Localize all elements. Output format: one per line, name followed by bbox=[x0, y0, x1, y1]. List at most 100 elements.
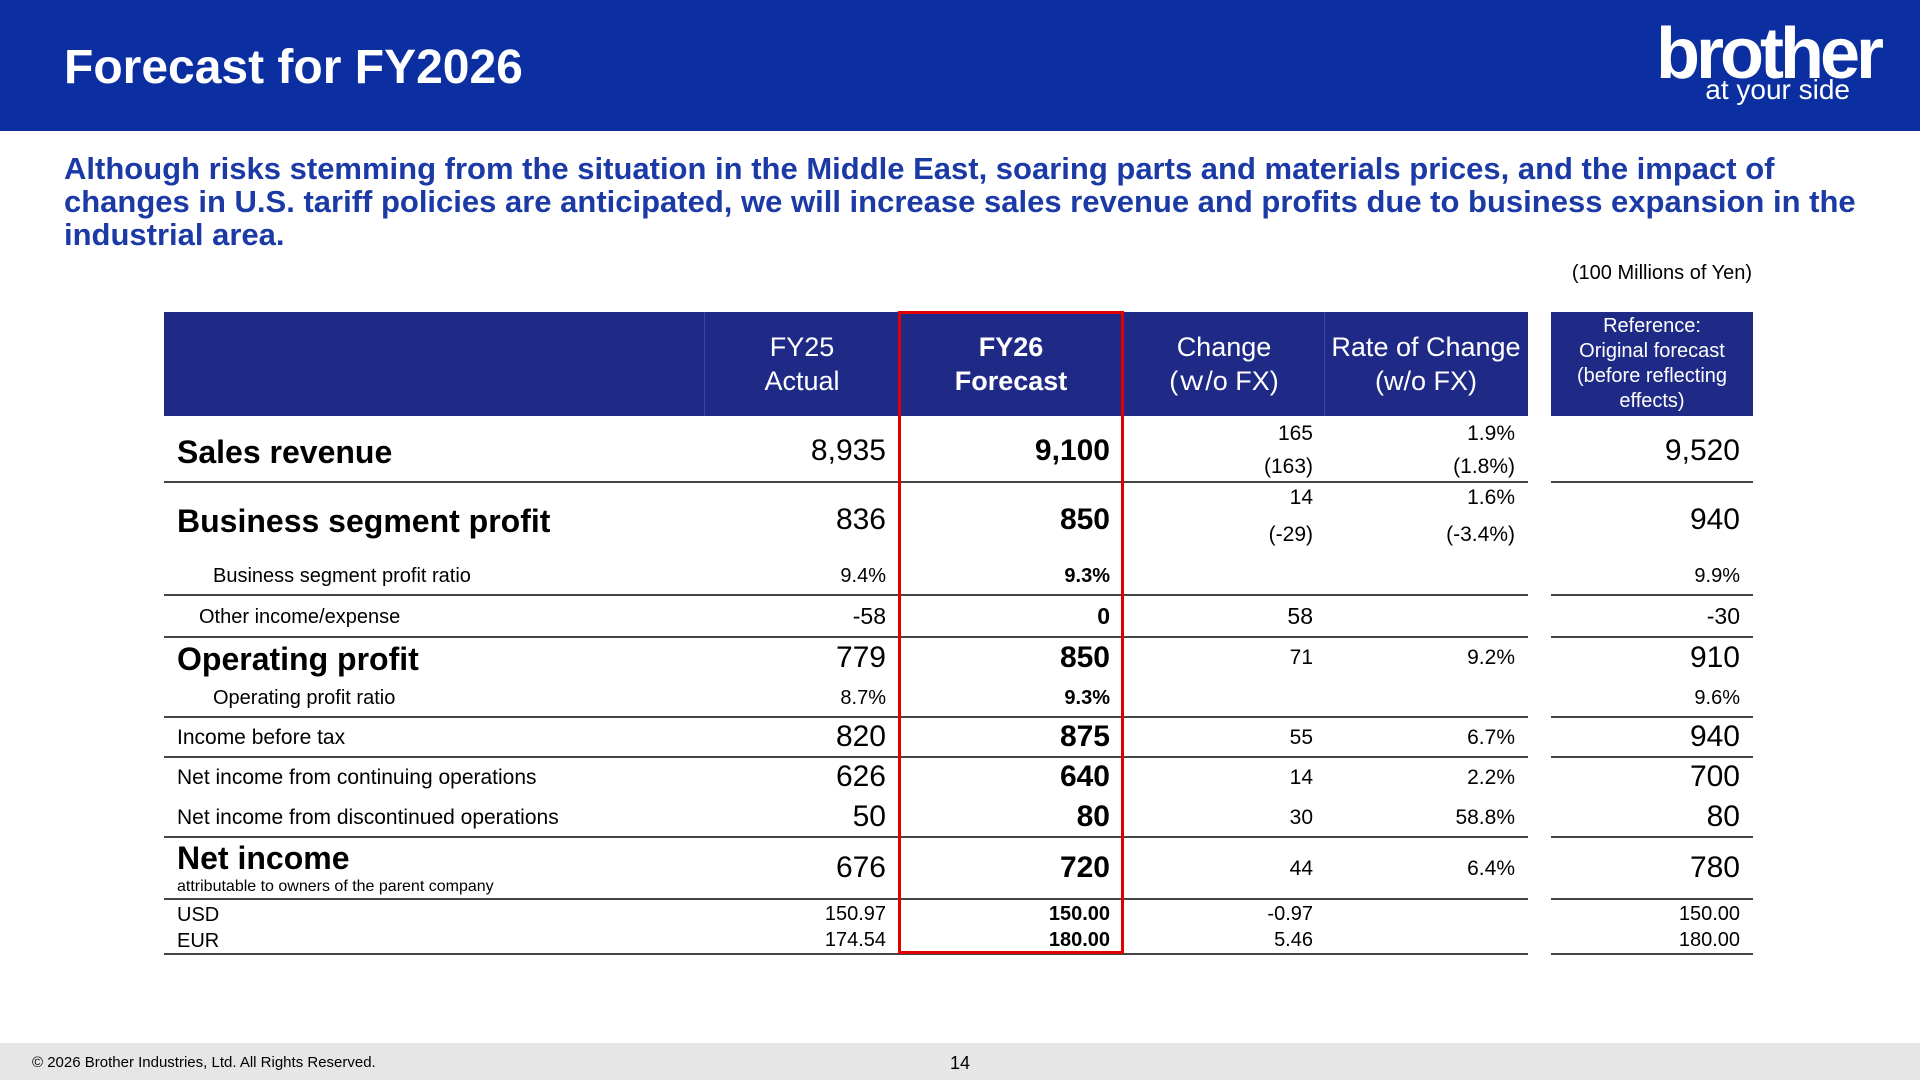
row-divider bbox=[1551, 756, 1753, 758]
other-income-fy26: 0 bbox=[1097, 603, 1110, 629]
row-label-operating-ratio: Operating profit ratio bbox=[213, 687, 396, 709]
sales-revenue-rate-alt: (1.8%) bbox=[1453, 455, 1515, 478]
operating-ratio-reference: 9.6% bbox=[1694, 687, 1740, 709]
other-income-fy25: -58 bbox=[852, 603, 886, 629]
eur-fy26: 180.00 bbox=[1048, 929, 1110, 951]
brother-logo: brother at your side bbox=[1650, 18, 1890, 118]
col-header-fy26-line1: FY26 bbox=[978, 332, 1044, 362]
net-discontinued-fy26: 80 bbox=[1076, 800, 1110, 833]
unit-note: (100 Millions of Yen) bbox=[1571, 262, 1752, 284]
usd-change: -0.97 bbox=[1267, 903, 1313, 925]
sales-revenue-reference: 9,520 bbox=[1664, 434, 1740, 467]
sales-revenue-fy25: 8,935 bbox=[810, 434, 886, 467]
income-before-tax-change: 55 bbox=[1289, 726, 1313, 749]
row-divider bbox=[164, 836, 1528, 838]
income-before-tax-rate: 6.7% bbox=[1467, 726, 1515, 749]
income-before-tax-fy25: 820 bbox=[835, 720, 886, 753]
header-divider bbox=[1324, 312, 1325, 416]
row-label-net-income: Net income bbox=[177, 840, 350, 876]
col-header-change-line2: (ｗ/o FX) bbox=[1169, 366, 1279, 396]
other-income-change: 58 bbox=[1287, 603, 1313, 629]
operating-profit-change: 71 bbox=[1289, 646, 1313, 669]
operating-profit-fy25: 779 bbox=[835, 641, 886, 674]
row-divider bbox=[1551, 481, 1753, 483]
copyright-text: © 2026 Brother Industries, Ltd. All Righ… bbox=[32, 1054, 376, 1071]
row-label-usd: USD bbox=[177, 904, 220, 926]
net-income-reference: 780 bbox=[1689, 851, 1740, 884]
sales-revenue-fy26: 9,100 bbox=[1034, 434, 1110, 467]
eur-fy25: 174.54 bbox=[824, 929, 886, 951]
eur-reference: 180.00 bbox=[1678, 929, 1740, 951]
operating-profit-fy26: 850 bbox=[1059, 641, 1110, 674]
net-income-sublabel: attributable to owners of the parent com… bbox=[177, 878, 494, 895]
col-header-change-line1: Change bbox=[1176, 332, 1272, 362]
row-label-other-income: Other income/expense bbox=[199, 606, 401, 628]
net-continuing-change: 14 bbox=[1289, 766, 1313, 789]
col-header-fy25-line2: Actual bbox=[764, 366, 840, 396]
sales-revenue-change: 165 bbox=[1277, 422, 1313, 445]
col-header-reference-line2: Original forecast bbox=[1579, 340, 1725, 362]
row-divider bbox=[164, 594, 1528, 596]
page-title: Forecast for FY2026 bbox=[64, 41, 523, 94]
col-header-reference-line4: effects) bbox=[1619, 390, 1685, 412]
headline-text: Although risks stemming from the situati… bbox=[64, 151, 1856, 252]
logo-tagline: at your side bbox=[1705, 74, 1850, 105]
row-divider bbox=[1551, 594, 1753, 596]
operating-ratio-fy26: 9.3% bbox=[1064, 687, 1110, 709]
operating-profit-rate: 9.2% bbox=[1467, 646, 1515, 669]
usd-fy25: 150.97 bbox=[824, 903, 886, 925]
col-header-rate-line2: (w/o FX) bbox=[1374, 366, 1477, 396]
table-header bbox=[164, 312, 1528, 416]
row-divider bbox=[1551, 636, 1753, 638]
row-divider bbox=[164, 898, 1528, 900]
row-divider bbox=[1551, 898, 1753, 900]
col-header-fy26: FY26 Forecast bbox=[900, 312, 1122, 416]
col-header-fy25: FY25 Actual bbox=[704, 312, 900, 416]
segment-ratio-reference: 9.9% bbox=[1694, 565, 1740, 587]
segment-profit-fy25: 836 bbox=[835, 503, 886, 536]
eur-change: 5.46 bbox=[1274, 929, 1313, 951]
usd-reference: 150.00 bbox=[1678, 903, 1740, 925]
reference-header bbox=[1551, 312, 1753, 416]
usd-fy26: 150.00 bbox=[1048, 903, 1110, 925]
footer-bar bbox=[0, 1043, 1920, 1080]
segment-profit-change: 14 bbox=[1289, 486, 1313, 509]
row-label-net-discontinued: Net income from discontinued operations bbox=[177, 806, 559, 829]
net-continuing-rate: 2.2% bbox=[1467, 766, 1515, 789]
row-label-operating-profit: Operating profit bbox=[177, 641, 419, 677]
net-discontinued-change: 30 bbox=[1289, 806, 1313, 829]
col-header-rate-line1: Rate of Change bbox=[1331, 332, 1521, 362]
row-label-segment-ratio: Business segment profit ratio bbox=[213, 565, 471, 587]
col-header-fy25-line1: FY25 bbox=[769, 332, 835, 362]
segment-profit-rate: 1.6% bbox=[1467, 486, 1515, 509]
page-number: 14 bbox=[950, 1053, 971, 1073]
net-income-fy25: 676 bbox=[835, 851, 886, 884]
row-label-sales-revenue: Sales revenue bbox=[177, 434, 393, 470]
operating-ratio-fy25: 8.7% bbox=[840, 687, 886, 709]
row-divider bbox=[164, 716, 1528, 718]
net-income-fy26: 720 bbox=[1059, 851, 1110, 884]
row-divider bbox=[164, 481, 1528, 483]
net-income-change: 44 bbox=[1289, 857, 1313, 880]
segment-profit-rate-alt: (-3.4%) bbox=[1446, 523, 1515, 546]
net-continuing-fy26: 640 bbox=[1059, 760, 1110, 793]
other-income-reference: -30 bbox=[1706, 603, 1740, 629]
col-header-rate: Rate of Change (w/o FX) bbox=[1324, 312, 1528, 416]
segment-profit-reference: 940 bbox=[1689, 503, 1740, 536]
operating-profit-reference: 910 bbox=[1689, 641, 1740, 674]
logo-wordmark: brother bbox=[1656, 14, 1884, 94]
net-income-rate: 6.4% bbox=[1467, 857, 1515, 880]
sales-revenue-rate: 1.9% bbox=[1467, 422, 1515, 445]
row-divider bbox=[164, 953, 1528, 955]
row-label-net-continuing: Net income from continuing operations bbox=[177, 766, 537, 789]
net-discontinued-fy25: 50 bbox=[852, 800, 886, 833]
col-header-reference-line3: (before reflecting bbox=[1576, 365, 1728, 387]
row-label-eur: EUR bbox=[177, 930, 220, 952]
row-divider bbox=[164, 636, 1528, 638]
sales-revenue-change-alt: (163) bbox=[1263, 455, 1313, 478]
net-discontinued-rate: 58.8% bbox=[1455, 806, 1515, 829]
col-header-reference: Reference: Original forecast (before ref… bbox=[1551, 312, 1753, 416]
row-divider bbox=[1551, 836, 1753, 838]
net-discontinued-reference: 80 bbox=[1706, 800, 1740, 833]
segment-profit-change-alt: (-29) bbox=[1268, 523, 1313, 546]
